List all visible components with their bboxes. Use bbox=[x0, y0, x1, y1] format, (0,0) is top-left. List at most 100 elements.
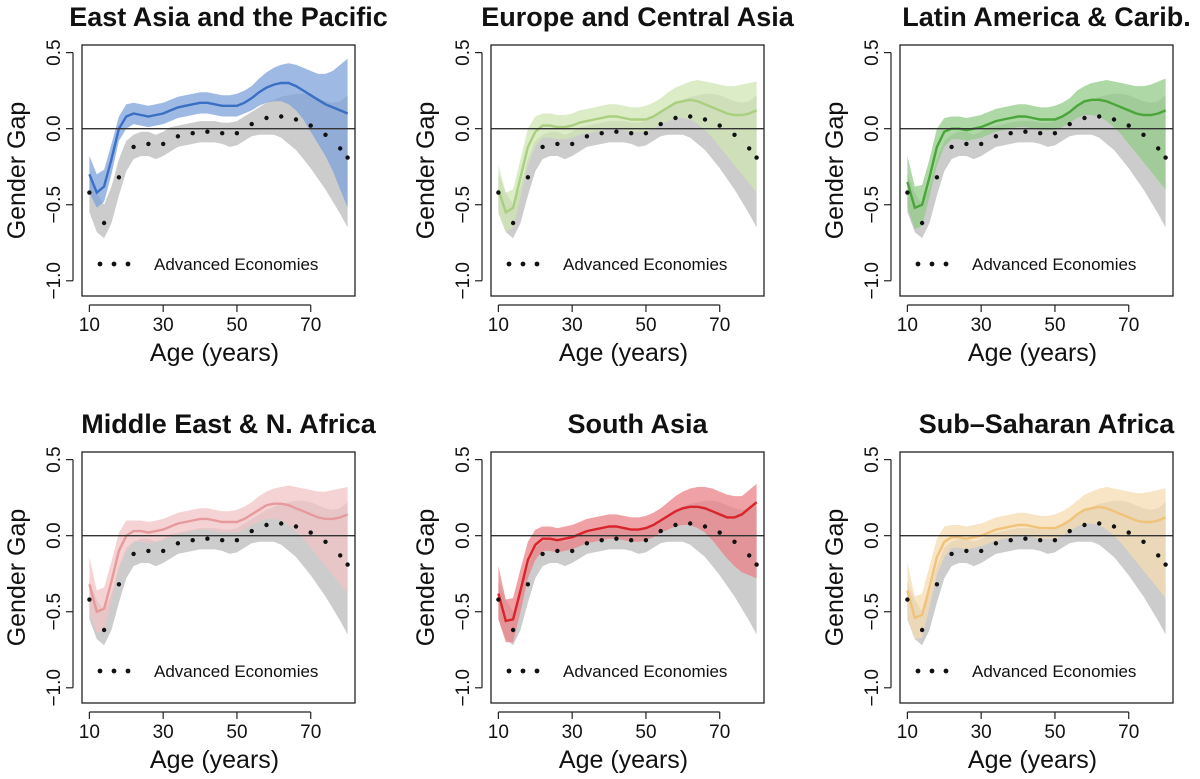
legend-label: Advanced Economies bbox=[563, 662, 727, 681]
advanced-economies-dot bbox=[1111, 117, 1117, 122]
advanced-economies-dot bbox=[979, 548, 984, 554]
y-tick-label: 0.5 bbox=[862, 446, 883, 472]
advanced-economies-dot bbox=[584, 541, 590, 546]
y-tick-label: −0.5 bbox=[453, 593, 474, 631]
y-tick-label: −1.0 bbox=[44, 669, 65, 707]
y-tick-label: 0.5 bbox=[453, 39, 474, 65]
legend-dot bbox=[943, 668, 949, 674]
advanced-economies-dot bbox=[732, 132, 737, 137]
advanced-economies-dot bbox=[905, 190, 910, 195]
x-axis-title: Age (years) bbox=[150, 339, 279, 367]
advanced-economies-dot bbox=[1097, 114, 1102, 119]
panel-1: East Asia and the Pacific 10 30 50 70 −1.0 −0.… bbox=[3, 2, 388, 367]
region-line bbox=[906, 505, 1167, 620]
advanced-economies-dot bbox=[510, 627, 516, 633]
x-axis-title: Age (years) bbox=[968, 746, 1097, 774]
advanced-economies-dot bbox=[1067, 121, 1072, 127]
advanced-economies-dot bbox=[87, 190, 92, 195]
advanced-economies-dot bbox=[614, 129, 619, 134]
advanced-economies-dot bbox=[131, 551, 136, 557]
advanced-economies-dot bbox=[293, 117, 299, 122]
advanced-economies-dot bbox=[323, 539, 328, 544]
legend-dot bbox=[97, 261, 103, 267]
legend-dot bbox=[97, 668, 103, 674]
plot-frame bbox=[490, 44, 765, 297]
region-line bbox=[88, 502, 349, 614]
advanced-economies-dot bbox=[717, 530, 722, 535]
x-tick-label: 10 bbox=[488, 722, 509, 743]
advanced-economies-dot bbox=[1156, 146, 1161, 151]
x-tick-label: 50 bbox=[635, 722, 656, 743]
advanced-economies-dot bbox=[1052, 131, 1058, 136]
advanced-economies-dot bbox=[643, 131, 649, 136]
advanced-economies-dot bbox=[702, 524, 708, 529]
advanced-economies-dot bbox=[658, 121, 663, 127]
legend-dot bbox=[506, 668, 512, 674]
advanced-economies-dot bbox=[540, 144, 545, 150]
x-axis-title: Age (years) bbox=[150, 746, 279, 774]
advanced-economies-band bbox=[89, 500, 348, 646]
advanced-economies-dot bbox=[673, 522, 678, 528]
advanced-economies-dot bbox=[919, 220, 925, 226]
advanced-economies-dot bbox=[540, 551, 545, 557]
legend-dot bbox=[929, 668, 935, 674]
advanced-economies-dot bbox=[345, 155, 350, 160]
advanced-economies-dot bbox=[190, 131, 195, 136]
y-tick-label: 0.0 bbox=[44, 522, 65, 548]
x-tick-label: 10 bbox=[897, 722, 918, 743]
advanced-economies-dot bbox=[308, 530, 313, 535]
x-tick-label: 10 bbox=[897, 315, 918, 336]
advanced-economies-dot bbox=[964, 548, 969, 554]
advanced-economies-dot bbox=[525, 175, 531, 180]
x-tick-label: 70 bbox=[1118, 315, 1139, 336]
advanced-economies-dot bbox=[599, 538, 604, 543]
x-tick-label: 50 bbox=[1044, 722, 1065, 743]
advanced-economies-dot bbox=[570, 548, 575, 554]
plot-area bbox=[905, 487, 1168, 646]
advanced-economies-dot bbox=[934, 175, 940, 180]
plot-area bbox=[496, 80, 759, 239]
advanced-economies-dot bbox=[949, 551, 954, 557]
x-tick-label: 30 bbox=[562, 722, 583, 743]
advanced-economies-dot bbox=[979, 141, 984, 147]
y-tick-label: −1.0 bbox=[44, 262, 65, 300]
x-tick-label: 50 bbox=[226, 315, 247, 336]
y-axis-title: Gender Gap bbox=[821, 102, 849, 240]
advanced-economies-dot bbox=[1141, 539, 1146, 544]
advanced-economies-dot bbox=[747, 146, 752, 151]
panel-title: South Asia bbox=[567, 409, 708, 439]
advanced-economies-dot bbox=[234, 131, 240, 136]
advanced-economies-dot bbox=[1097, 521, 1102, 526]
panel-2: Europe and Central Asia 10 30 50 70 −1.0 −0.5 0… bbox=[412, 2, 795, 367]
y-axis-title: Gender Gap bbox=[3, 509, 31, 647]
plot-frame bbox=[899, 451, 1174, 704]
legend-dot bbox=[506, 261, 512, 267]
x-tick-label: 70 bbox=[709, 722, 730, 743]
x-tick-label: 70 bbox=[1118, 722, 1139, 743]
advanced-economies-dot bbox=[919, 627, 925, 633]
y-tick-label: 0.5 bbox=[862, 39, 883, 65]
plot-frame bbox=[81, 451, 356, 704]
y-tick-label: −1.0 bbox=[453, 669, 474, 707]
y-tick-label: 0.0 bbox=[862, 522, 883, 548]
legend-dot bbox=[520, 261, 526, 267]
plot-area bbox=[905, 78, 1168, 239]
advanced-economies-dot bbox=[101, 627, 107, 633]
advanced-economies-dot bbox=[190, 538, 195, 543]
advanced-economies-dot bbox=[264, 115, 269, 121]
advanced-economies-dot bbox=[264, 522, 269, 528]
plot-frame bbox=[490, 451, 765, 704]
x-tick-label: 50 bbox=[226, 722, 247, 743]
advanced-economies-dot bbox=[993, 541, 999, 546]
advanced-economies-dot bbox=[146, 548, 151, 554]
advanced-economies-dot bbox=[584, 134, 590, 139]
advanced-economies-dot bbox=[555, 548, 560, 554]
x-tick-label: 10 bbox=[79, 315, 100, 336]
legend-dot bbox=[534, 261, 540, 267]
advanced-economies-dot bbox=[345, 562, 350, 567]
advanced-economies-dot bbox=[161, 141, 166, 147]
y-tick-label: 0.0 bbox=[453, 522, 474, 548]
advanced-economies-dot bbox=[101, 220, 107, 226]
